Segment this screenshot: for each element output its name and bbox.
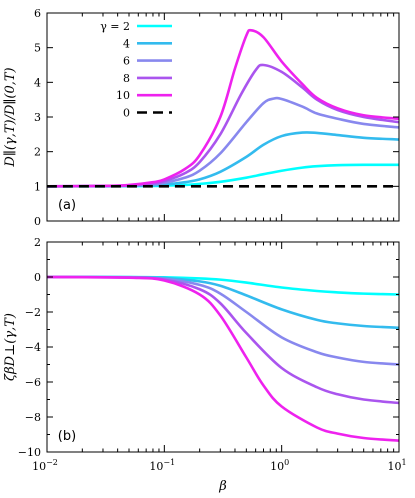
panel-b-xlabel: β: [218, 479, 227, 494]
panel-b-ylabel: ζβD⊥(γ,T): [3, 313, 18, 381]
panel-b-xtick-label: 10−2: [32, 458, 58, 473]
panel-a-ytick-label: 1: [34, 180, 41, 193]
panel-b-xtick-label: 101: [387, 458, 406, 473]
panel-b-xtick-label: 100: [270, 458, 289, 473]
panel-a-series-line-gamma-10: [47, 28, 399, 188]
legend: γ = 2 4 6 8 10 0: [100, 20, 172, 120]
panel-b-series: [47, 275, 399, 442]
panel-b: −10 −8 −6 −4 −2 0 2 10−2 10−1 100 101 (b) ζβD⊥(γ,T) β: [3, 236, 407, 494]
panel-a-ytick-label: 6: [34, 7, 41, 20]
panel-a-series-line-gamma-8: [47, 63, 399, 188]
panel-a-ytick-label: 4: [34, 76, 41, 89]
panel-a-ylabel: D∥(γ,T)/D∥(0,T): [3, 67, 18, 167]
panel-a-ytick-label: 5: [34, 42, 41, 55]
panel-b-ytick-label: −4: [25, 341, 41, 354]
panel-a-series: [47, 28, 399, 188]
panel-a-series-line-gamma-4: [47, 131, 399, 188]
panel-a-ytick-label: 2: [34, 146, 41, 159]
panel-b-xtick-label: 10−1: [149, 458, 175, 473]
legend-label-gamma-6: 6: [123, 55, 130, 68]
panel-a: 0 1 2 3 4 5 6 (a) D∥(γ,T)/D∥(0,T) γ = 2 4 6 8 10 0: [3, 7, 400, 228]
panel-b-ytick-label: −6: [25, 376, 41, 389]
legend-label-gamma-0: 0: [123, 107, 130, 120]
panel-b-panel-label: (b): [58, 429, 76, 444]
legend-label-gamma-8: 8: [123, 72, 130, 85]
panel-a-series-line-gamma-2: [47, 163, 399, 188]
panel-b-series-line-gamma-10: [47, 275, 399, 442]
legend-label-gamma-10: 10: [116, 89, 130, 102]
panel-a-ytick-label: 0: [34, 215, 41, 228]
panel-a-frame: [46, 12, 400, 222]
panel-b-ytick-label: 0: [34, 271, 41, 284]
panel-a-ytick-label: 3: [34, 111, 41, 124]
legend-label-gamma-2: γ = 2: [100, 20, 130, 33]
panel-b-ytick-label: −8: [25, 411, 41, 424]
panel-b-ytick-label: 2: [34, 236, 41, 249]
panel-b-ytick-label: −10: [18, 446, 41, 459]
panel-a-panel-label: (a): [58, 198, 76, 213]
panel-b-frame: [46, 241, 400, 453]
panel-b-ytick-label: −2: [25, 306, 41, 319]
legend-label-gamma-4: 4: [123, 37, 130, 50]
